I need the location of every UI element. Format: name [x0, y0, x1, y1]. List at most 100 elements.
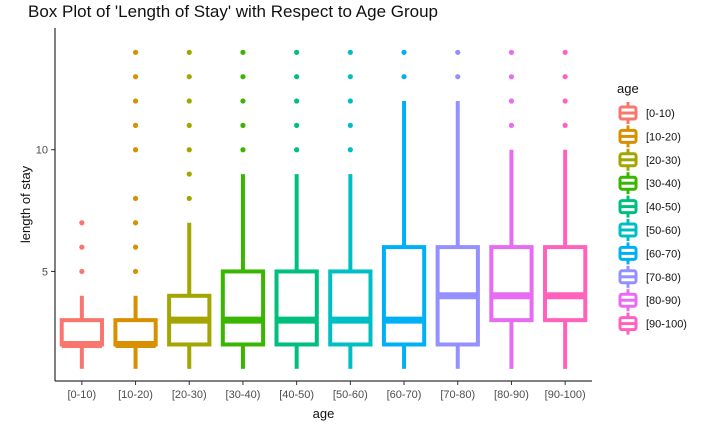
outlier-point	[347, 74, 353, 80]
legend-item: [70-80)	[618, 265, 681, 288]
outlier-point	[132, 122, 139, 128]
outlier-point	[294, 49, 300, 55]
box-iqr	[113, 318, 158, 347]
outlier-point	[455, 49, 461, 55]
legend-label: [70-80)	[646, 272, 681, 284]
outlier-point	[186, 122, 192, 128]
x-tick-label: [90-100)	[545, 389, 586, 401]
legend: age [0-10) [10-20) [20-30) [30-40) [40-50) [5…	[617, 81, 687, 335]
legend-label: [60-70)	[646, 248, 681, 260]
legend-label: [0-10)	[646, 108, 675, 120]
box-iqr	[381, 245, 427, 347]
outlier-point	[508, 74, 515, 80]
outlier-point	[401, 74, 407, 80]
x-tick-label: [40-50)	[279, 389, 314, 401]
outlier-point	[240, 74, 246, 80]
outlier-point	[79, 244, 85, 250]
legend-item: [60-70)	[618, 242, 681, 265]
outlier-point	[132, 49, 139, 55]
legend-item: [90-100)	[618, 312, 687, 335]
y-axis-ticks: 5 10	[36, 145, 55, 278]
box-group	[274, 49, 319, 369]
legend-item: [40-50)	[618, 195, 681, 218]
box-iqr	[489, 245, 534, 323]
outlier-point	[294, 122, 300, 128]
outlier-point	[240, 147, 246, 153]
box-group	[489, 49, 534, 369]
legend-title: age	[617, 81, 639, 96]
y-tick-label: 10	[36, 145, 48, 157]
legend-item: [50-60)	[618, 219, 681, 241]
box-group	[543, 49, 588, 369]
outlier-point	[347, 49, 353, 55]
outlier-point	[508, 98, 515, 104]
legend-item: [80-90)	[618, 289, 681, 312]
legend-label: [40-50)	[646, 202, 681, 214]
outlier-point	[347, 98, 353, 104]
legend-item: [0-10)	[618, 102, 675, 124]
outlier-point	[401, 49, 407, 55]
x-axis-title: age	[313, 406, 335, 421]
legend-label: [50-60)	[646, 225, 681, 237]
box-group	[113, 49, 158, 369]
outlier-point	[294, 147, 300, 153]
box-group	[167, 49, 212, 369]
outlier-point	[240, 122, 246, 128]
box-iqr	[543, 245, 588, 323]
x-tick-label: [30-40)	[226, 389, 261, 401]
outlier-point	[562, 122, 568, 128]
outlier-point	[240, 49, 246, 55]
box-iqr	[220, 269, 266, 347]
outlier-point	[562, 98, 568, 104]
outlier-point	[508, 49, 515, 55]
outlier-point	[347, 122, 353, 128]
y-axis-title: length of stay	[18, 165, 33, 243]
outlier-point	[79, 220, 85, 226]
outlier-point	[186, 195, 192, 202]
x-tick-label: [80-90)	[494, 389, 529, 401]
outlier-point	[132, 195, 139, 202]
legend-label: [80-90)	[646, 295, 681, 307]
legend-item: [20-30)	[618, 148, 681, 171]
outlier-point	[455, 74, 461, 80]
outlier-point	[562, 49, 568, 55]
outlier-point	[186, 74, 192, 80]
box-plot-series	[59, 49, 588, 369]
box-group	[59, 220, 104, 369]
box-iqr	[59, 318, 104, 347]
legend-item: [10-20)	[618, 125, 681, 148]
outlier-point	[347, 147, 353, 153]
outlier-point	[132, 98, 139, 104]
outlier-point	[132, 74, 139, 80]
x-tick-label: [60-70)	[387, 389, 422, 401]
outlier-point	[132, 244, 139, 250]
outlier-point	[294, 74, 300, 80]
chart-title: Box Plot of 'Length of Stay' with Respec…	[28, 2, 439, 21]
box-group	[220, 49, 266, 369]
legend-item: [30-40)	[618, 172, 681, 195]
y-tick-label: 5	[42, 266, 48, 278]
outlier-point	[186, 147, 192, 153]
legend-label: [30-40)	[646, 178, 681, 190]
outlier-point	[186, 49, 192, 55]
outlier-point	[240, 98, 246, 104]
outlier-point	[132, 220, 139, 226]
box-group	[328, 49, 373, 369]
outlier-point	[132, 147, 139, 153]
outlier-point	[186, 98, 192, 104]
legend-label: [20-30)	[646, 155, 681, 167]
legend-label: [90-100)	[646, 319, 687, 331]
outlier-point	[132, 268, 139, 275]
outlier-point	[79, 268, 85, 275]
legend-label: [10-20)	[646, 131, 681, 143]
box-group	[381, 49, 427, 369]
outlier-point	[186, 171, 192, 177]
x-tick-label: [70-80)	[440, 389, 475, 401]
box-group	[435, 49, 480, 369]
x-tick-label: [50-60)	[333, 389, 368, 401]
outlier-point	[508, 122, 515, 128]
outlier-point	[294, 98, 300, 104]
x-tick-label: [10-20)	[118, 389, 153, 401]
x-tick-label: [20-30)	[172, 389, 207, 401]
